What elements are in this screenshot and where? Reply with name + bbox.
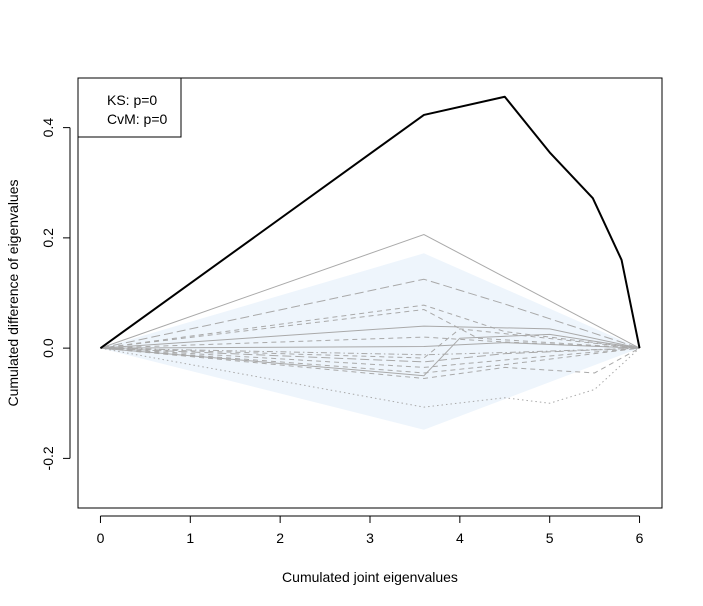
y-tick-label: -0.2 (40, 446, 56, 470)
series-layer (99, 95, 641, 408)
simulated-series-line-9 (100, 328, 640, 359)
x-tick-label: 3 (366, 530, 374, 546)
legend-entry-cvm: CvM: p=0 (107, 111, 168, 127)
x-tick-label: 1 (186, 530, 194, 546)
simulated-series-line-2 (100, 278, 640, 349)
simulated-series-line-7 (100, 342, 640, 349)
simulated-series-line-4 (100, 309, 640, 349)
simulated-series-line-1 (100, 234, 640, 349)
x-tick-label: 5 (546, 530, 554, 546)
plot-frame (77, 77, 663, 509)
legend-box (77, 77, 182, 138)
simulated-series-line-14 (100, 347, 640, 379)
x-tick-label: 4 (456, 530, 464, 546)
simulated-series-line-13 (100, 347, 640, 374)
y-tick-label: 0.0 (40, 338, 56, 358)
x-tick-label: 2 (276, 530, 284, 546)
legend-entry-ks: KS: p=0 (107, 92, 157, 108)
simulated-series-line-3 (100, 304, 640, 349)
simulated-series-line-10 (100, 347, 640, 363)
y-tick-label: 0.2 (40, 228, 56, 248)
simulated-series-line-15 (100, 347, 640, 408)
x-tick-label: 0 (97, 530, 105, 546)
simulated-series-line-5 (100, 325, 640, 349)
simulated-series-line-12 (100, 333, 640, 377)
legend: KS: p=0 CvM: p=0 (77, 77, 182, 138)
simulated-series-line-11 (100, 347, 640, 368)
confidence-band-layer (100, 253, 640, 430)
confidence-band (100, 253, 640, 430)
axis-layer: 0 1 2 3 4 5 6 -0.2 0.0 0.2 0.4 (40, 118, 644, 546)
y-tick-label: 0.4 (40, 118, 56, 138)
x-axis-label: Cumulated joint eigenvalues (282, 569, 458, 585)
observed-series-line (99, 95, 641, 349)
x-tick-label: 6 (636, 530, 644, 546)
y-axis-label: Cumulated difference of eigenvalues (5, 179, 21, 406)
